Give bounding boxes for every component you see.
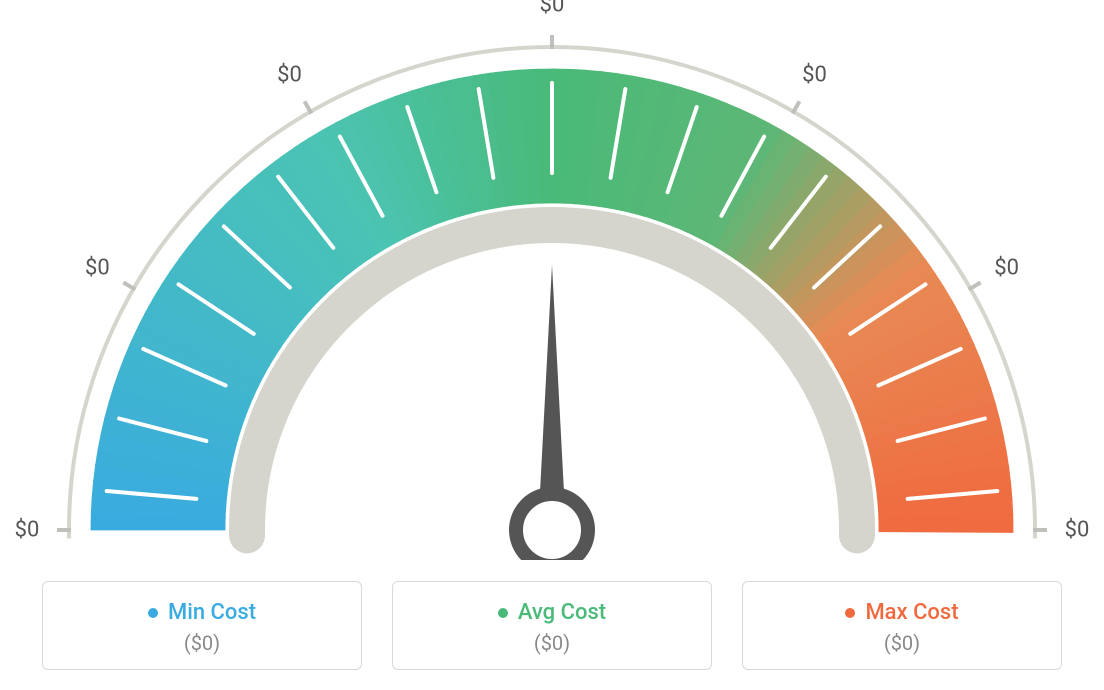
gauge-tick-label: $0 (15, 518, 40, 543)
gauge-tick-label: $0 (802, 63, 827, 88)
legend-dot-avg (498, 608, 508, 618)
gauge-svg (0, 0, 1104, 560)
legend-value-max: ($0) (753, 631, 1051, 655)
legend-dot-min (148, 608, 158, 618)
legend-label-avg: Avg Cost (518, 600, 606, 625)
legend-card-min: Min Cost ($0) (42, 581, 362, 670)
legend-title-avg: Avg Cost (498, 600, 606, 625)
legend-dot-max (845, 608, 855, 618)
gauge-tick-label: $0 (1065, 518, 1090, 543)
gauge-tick-label: $0 (994, 255, 1019, 280)
legend-value-avg: ($0) (403, 631, 701, 655)
legend-card-max: Max Cost ($0) (742, 581, 1062, 670)
legend-title-min: Min Cost (148, 600, 256, 625)
gauge-tick-label: $0 (540, 0, 565, 18)
legend-card-avg: Avg Cost ($0) (392, 581, 712, 670)
gauge-tick-label: $0 (85, 255, 110, 280)
legend-title-max: Max Cost (845, 600, 958, 625)
legend-label-min: Min Cost (168, 600, 256, 625)
legend-label-max: Max Cost (865, 600, 958, 625)
gauge-tick-label: $0 (277, 63, 302, 88)
legend-value-min: ($0) (53, 631, 351, 655)
gauge-chart: $0 $0 $0 $0 $0 $0 $0 (0, 0, 1104, 560)
legend-row: Min Cost ($0) Avg Cost ($0) Max Cost ($0… (0, 581, 1104, 670)
